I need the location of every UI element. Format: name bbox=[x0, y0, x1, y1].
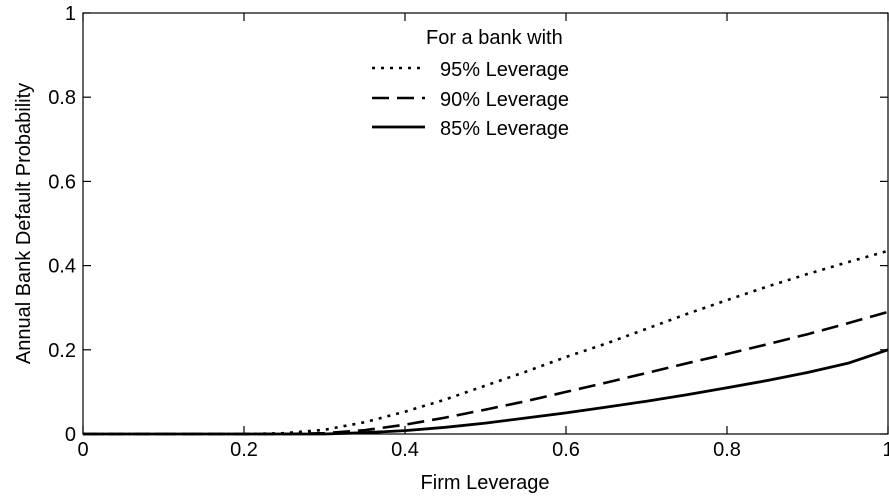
legend: For a bank with 95% Leverage 90% Leverag… bbox=[372, 27, 569, 140]
plot-frame bbox=[82, 12, 889, 435]
series-line-dotted bbox=[83, 249, 889, 436]
x-tick-label: 1 bbox=[882, 439, 889, 461]
x-tick-label: 0.6 bbox=[552, 439, 580, 461]
legend-label-85: 85% Leverage bbox=[440, 118, 569, 140]
series-line-solid bbox=[83, 348, 889, 436]
legend-label-90: 90% Leverage bbox=[440, 89, 569, 111]
y-tick-label: 0.6 bbox=[48, 171, 76, 193]
series-lines bbox=[83, 249, 889, 436]
y-tick-label: 0.8 bbox=[48, 87, 76, 109]
y-tick-label: 0.4 bbox=[48, 256, 76, 278]
series-line-dashed bbox=[83, 310, 889, 436]
y-tick-label: 0 bbox=[65, 424, 76, 446]
x-axis-title: Firm Leverage bbox=[421, 472, 550, 494]
x-tick-label: 0.2 bbox=[230, 439, 258, 461]
axis-ticks: 0 0.2 0.4 0.6 0.8 1 0 0.2 0.4 0.6 0.8 1 bbox=[48, 3, 889, 461]
legend-label-95: 95% Leverage bbox=[440, 59, 569, 81]
x-tick-label: 0.8 bbox=[713, 439, 741, 461]
y-tick-label: 0.2 bbox=[48, 340, 76, 362]
legend-title: For a bank with bbox=[426, 27, 563, 49]
x-tick-label: 0 bbox=[77, 439, 88, 461]
y-tick-label: 1 bbox=[65, 3, 76, 25]
x-tick-label: 0.4 bbox=[391, 439, 419, 461]
y-axis-title: Annual Bank Default Probability bbox=[13, 83, 35, 364]
